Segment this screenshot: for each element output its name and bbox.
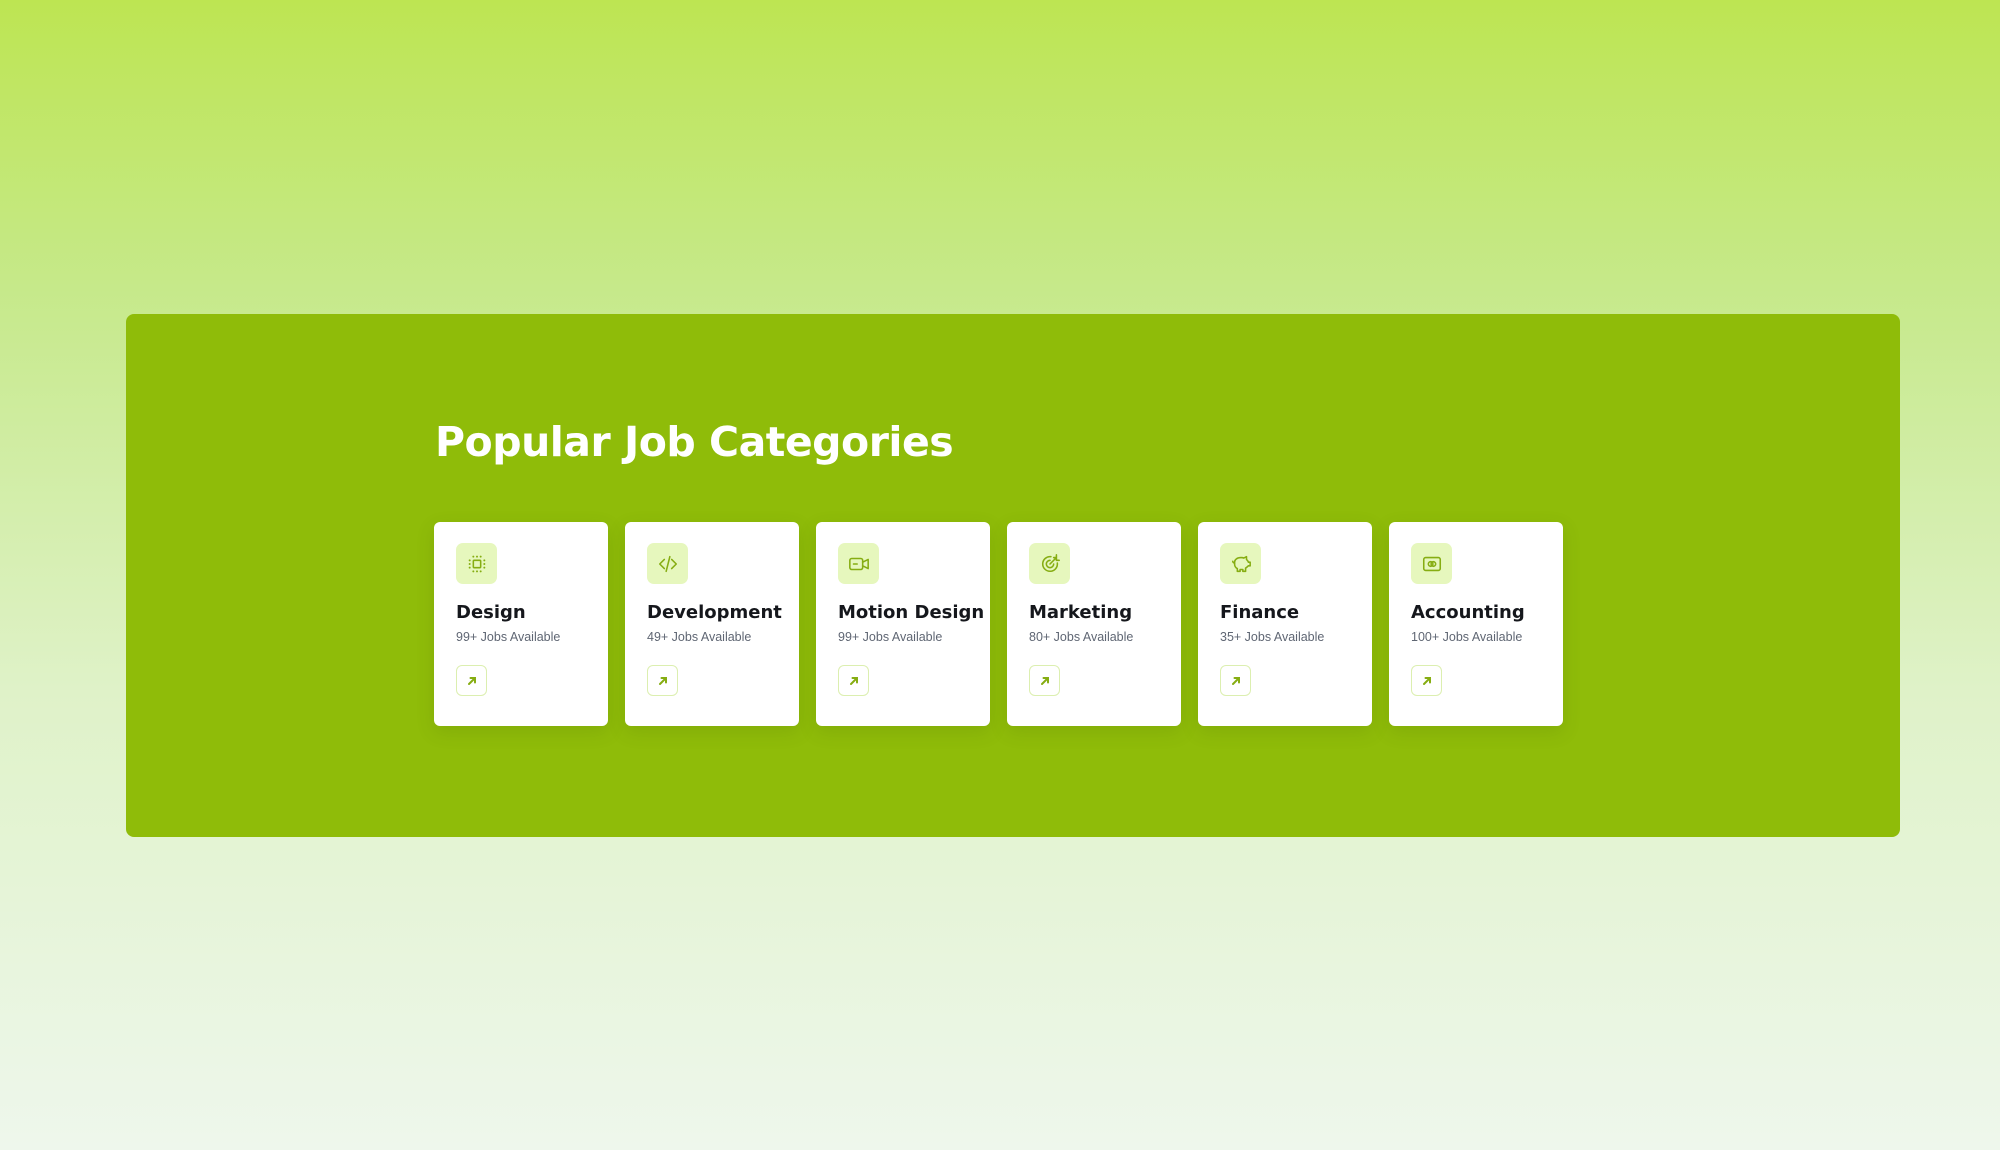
category-name: Accounting — [1411, 602, 1525, 623]
job-count: 80+ Jobs Available — [1029, 630, 1134, 644]
category-card-finance[interactable]: Finance 35+ Jobs Available — [1198, 522, 1372, 726]
arrow-up-right-icon — [467, 676, 476, 685]
arrow-up-right-icon — [1040, 676, 1049, 685]
piggy-bank-icon — [1220, 543, 1261, 584]
category-name: Development — [647, 602, 782, 623]
job-count: 35+ Jobs Available — [1220, 630, 1325, 644]
code-icon — [647, 543, 688, 584]
category-card-design[interactable]: Design 99+ Jobs Available — [434, 522, 608, 726]
money-icon — [1411, 543, 1452, 584]
open-category-button[interactable] — [838, 665, 869, 696]
category-name: Motion Design — [838, 602, 985, 623]
category-card-marketing[interactable]: Marketing 80+ Jobs Available — [1007, 522, 1181, 726]
arrow-up-right-icon — [658, 676, 667, 685]
job-count: 99+ Jobs Available — [456, 630, 561, 644]
open-category-button[interactable] — [1220, 665, 1251, 696]
job-count: 99+ Jobs Available — [838, 630, 943, 644]
arrow-up-right-icon — [1422, 676, 1431, 685]
layout-grid-icon — [456, 543, 497, 584]
arrow-up-right-icon — [849, 676, 858, 685]
section-title: Popular Job Categories — [435, 418, 954, 466]
category-name: Design — [456, 602, 526, 623]
category-cards: Design 99+ Jobs Available Development 49… — [434, 522, 1563, 726]
category-card-development[interactable]: Development 49+ Jobs Available — [625, 522, 799, 726]
category-card-motion-design[interactable]: Motion Design 99+ Jobs Available — [816, 522, 990, 726]
category-name: Marketing — [1029, 602, 1133, 623]
open-category-button[interactable] — [456, 665, 487, 696]
job-count: 100+ Jobs Available — [1411, 630, 1523, 644]
category-name: Finance — [1220, 602, 1300, 623]
open-category-button[interactable] — [1029, 665, 1060, 696]
open-category-button[interactable] — [1411, 665, 1442, 696]
target-icon — [1029, 543, 1070, 584]
job-count: 49+ Jobs Available — [647, 630, 752, 644]
open-category-button[interactable] — [647, 665, 678, 696]
video-camera-icon — [838, 543, 879, 584]
arrow-up-right-icon — [1231, 676, 1240, 685]
category-card-accounting[interactable]: Accounting 100+ Jobs Available — [1389, 522, 1563, 726]
